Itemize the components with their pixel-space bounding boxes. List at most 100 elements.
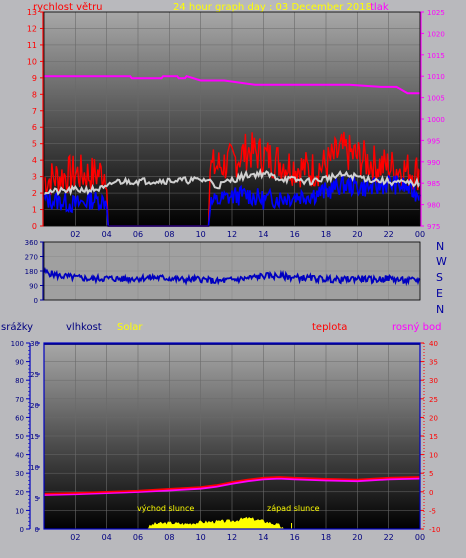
humidity-y-tick-label: 30 [15,470,24,478]
humidity-y-tick-label: 50 [15,433,24,441]
solar-label: Solar [117,322,143,333]
pressure-y-tick-label: 980 [427,202,440,210]
compass-letter-n-bottom: N [436,303,444,316]
wind-y-tick-label: 10 [27,57,37,66]
pressure-y-tick-label: 1005 [427,95,445,103]
pressure-line [44,75,420,95]
temperature-line [43,476,421,495]
temp-x-tick-label: 00 [415,533,425,542]
humidity-y-tick-label: 80 [15,377,24,385]
temperature-label: teplota [312,322,347,333]
temp-y-tick-label: 35 [429,359,438,367]
temp-x-tick-label: 18 [321,533,331,542]
wind-speed-line [43,174,421,227]
temp-y-tick-label: 30 [429,377,438,385]
humidity-label: vlhkost [66,322,102,333]
temp-y-tick-label: -5 [429,507,436,515]
wind-x-tick-label: 12 [227,230,237,239]
compass-letter-n-top: N [436,240,444,253]
temp-y-tick-label: 0 [429,489,433,497]
wind-y-tick-label: 12 [27,24,37,33]
wind-direction-line [43,267,421,287]
humidity-y-tick-label: 20 [15,489,24,497]
pressure-y-tick-label: 1010 [427,73,445,81]
pressure-y-tick-label: 985 [427,180,440,188]
humidity-y-tick-label: 70 [15,396,24,404]
wind-x-tick-label: 14 [258,230,268,239]
pressure-y-tick-label: 1020 [427,30,445,38]
direction-y-tick-label: 90 [29,283,38,291]
wind-x-tick-label: 16 [290,230,300,239]
temp-x-tick-label: 10 [196,533,206,542]
humidity-y-tick-label: 40 [15,452,24,460]
wind-y-tick-label: 9 [32,74,37,83]
graph-title: 24 hour graph day : 03 December 2018 [173,2,372,13]
humidity-y-tick-label: 60 [15,414,24,422]
compass-letter-s: S [436,271,443,284]
direction-plot-border [43,241,421,301]
rain-y-tick-label: 5 [35,495,39,503]
wind-x-tick-label: 10 [196,230,206,239]
wind-y-tick-label: 4 [32,156,37,165]
pressure-y-tick-label: 1000 [427,116,445,124]
wind-x-tick-label: 00 [415,230,425,239]
wind-y-tick-label: 0 [32,222,37,231]
rain-y-tick-label: 10 [30,464,39,472]
wind-x-tick-label: 02 [70,230,80,239]
wind-y-tick-label: 5 [32,140,37,149]
direction-y-tick-label: 270 [25,254,38,262]
wind-y-tick-label: 13 [27,8,37,17]
pressure-y-tick-label: 1015 [427,52,445,60]
temp-y-tick-label: 15 [429,433,438,441]
wind-x-tick-label: 06 [133,230,143,239]
wind-x-tick-label: 04 [102,230,112,239]
temp-y-tick-label: 20 [429,414,438,422]
wind-x-tick-label: 20 [352,230,362,239]
pressure-y-tick-label: 995 [427,137,440,145]
temp-y-tick-label: 10 [429,452,438,460]
wind-y-tick-label: 8 [32,90,37,99]
temp-x-tick-label: 14 [258,533,268,542]
direction-y-tick-label: 0 [34,297,38,305]
sunrise-annotation: východ slunce [137,504,194,513]
wind-y-tick-label: 7 [32,107,37,116]
pressure-y-tick-label: 990 [427,159,440,167]
compass-letter-w: W [436,255,447,268]
dewpoint-line [43,477,421,496]
temp-x-tick-label: 12 [227,533,237,542]
temp-x-tick-label: 22 [384,533,394,542]
wind-average-line [43,167,421,197]
pressure-y-tick-label: 975 [427,223,440,231]
wind-y-tick-label: 3 [32,173,37,182]
wind-x-tick-label: 08 [164,230,174,239]
pressure-y-tick-label: 1025 [427,9,445,17]
sunset-annotation: západ slunce [267,504,320,513]
wind-gust-line [43,131,421,227]
temp-x-tick-label: 16 [290,533,300,542]
rain-label: srážky [1,321,33,333]
humidity-y-tick-label: 0 [20,526,24,534]
temp-x-tick-label: 08 [164,533,174,542]
wind-y-tick-label: 11 [27,41,37,50]
wind-x-tick-label: 18 [321,230,331,239]
wind-x-tick-label: 22 [384,230,394,239]
wind-y-tick-label: 2 [32,189,37,198]
humidity-y-tick-label: 90 [15,359,24,367]
rain-y-tick-label: 20 [30,402,39,410]
rain-y-tick-label: 15 [30,433,39,441]
temp-y-tick-label: 5 [429,470,433,478]
rain-y-tick-label: 25 [30,371,39,379]
temp-y-tick-label: -10 [429,526,440,534]
temp-x-tick-label: 02 [70,533,80,542]
pressure-label: tlak [370,2,389,13]
humidity-y-tick-label: 100 [11,340,24,348]
wind-y-tick-label: 1 [32,206,37,215]
wind-y-tick-label: 6 [32,123,37,132]
rain-y-tick-label: 0 [35,526,39,534]
axes: 02 04 06 08 10 12 14 16 18 20 22 000123456789101112… [11,8,445,542]
direction-y-tick-label: 360 [25,239,38,247]
wind-speed-label: rychlost větru [33,1,103,13]
direction-y-tick-label: 180 [25,268,38,276]
